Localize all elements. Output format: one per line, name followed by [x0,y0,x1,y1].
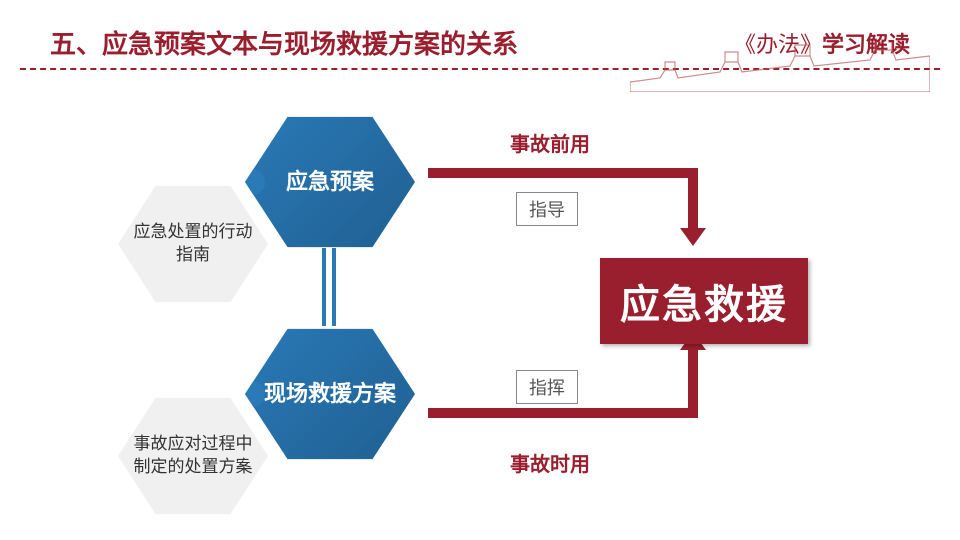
hex-guide-text: 应急处置的行动指南 [118,221,268,267]
connector-lines [326,248,332,326]
hex-plan-text: 应急预案 [286,168,374,197]
puzzle-notch-icon [239,381,265,407]
hex-process-white: 事故应对过程中制定的处置方案 [118,390,268,522]
hex-guide-white: 应急处置的行动指南 [118,178,268,310]
flow-top-vertical [688,168,698,228]
hex-plan-blue: 应急预案 [245,108,415,256]
puzzle-notch-icon [239,169,265,195]
puzzle-notch-icon [248,443,274,469]
flow-bottom-tag: 指挥 [516,370,578,404]
flow-top-label: 事故前用 [510,128,590,157]
flow-top-tag: 指导 [516,192,578,226]
hex-rescue-blue: 现场救援方案 [245,320,415,468]
arrow-down-icon [680,228,706,246]
target-box: 应急救援 [600,258,808,344]
great-wall-icon [630,42,930,92]
flow-bottom-horizontal [428,408,698,418]
puzzle-notch-icon [248,231,274,257]
page-title: 五、应急预案文本与现场救援方案的关系 [50,24,518,61]
flow-top-horizontal [428,168,698,178]
hex-rescue-text: 现场救援方案 [264,380,396,409]
hex-process-text: 事故应对过程中制定的处置方案 [118,433,268,479]
flow-bottom-label: 事故时用 [510,448,590,477]
flow-bottom-vertical [688,350,698,408]
